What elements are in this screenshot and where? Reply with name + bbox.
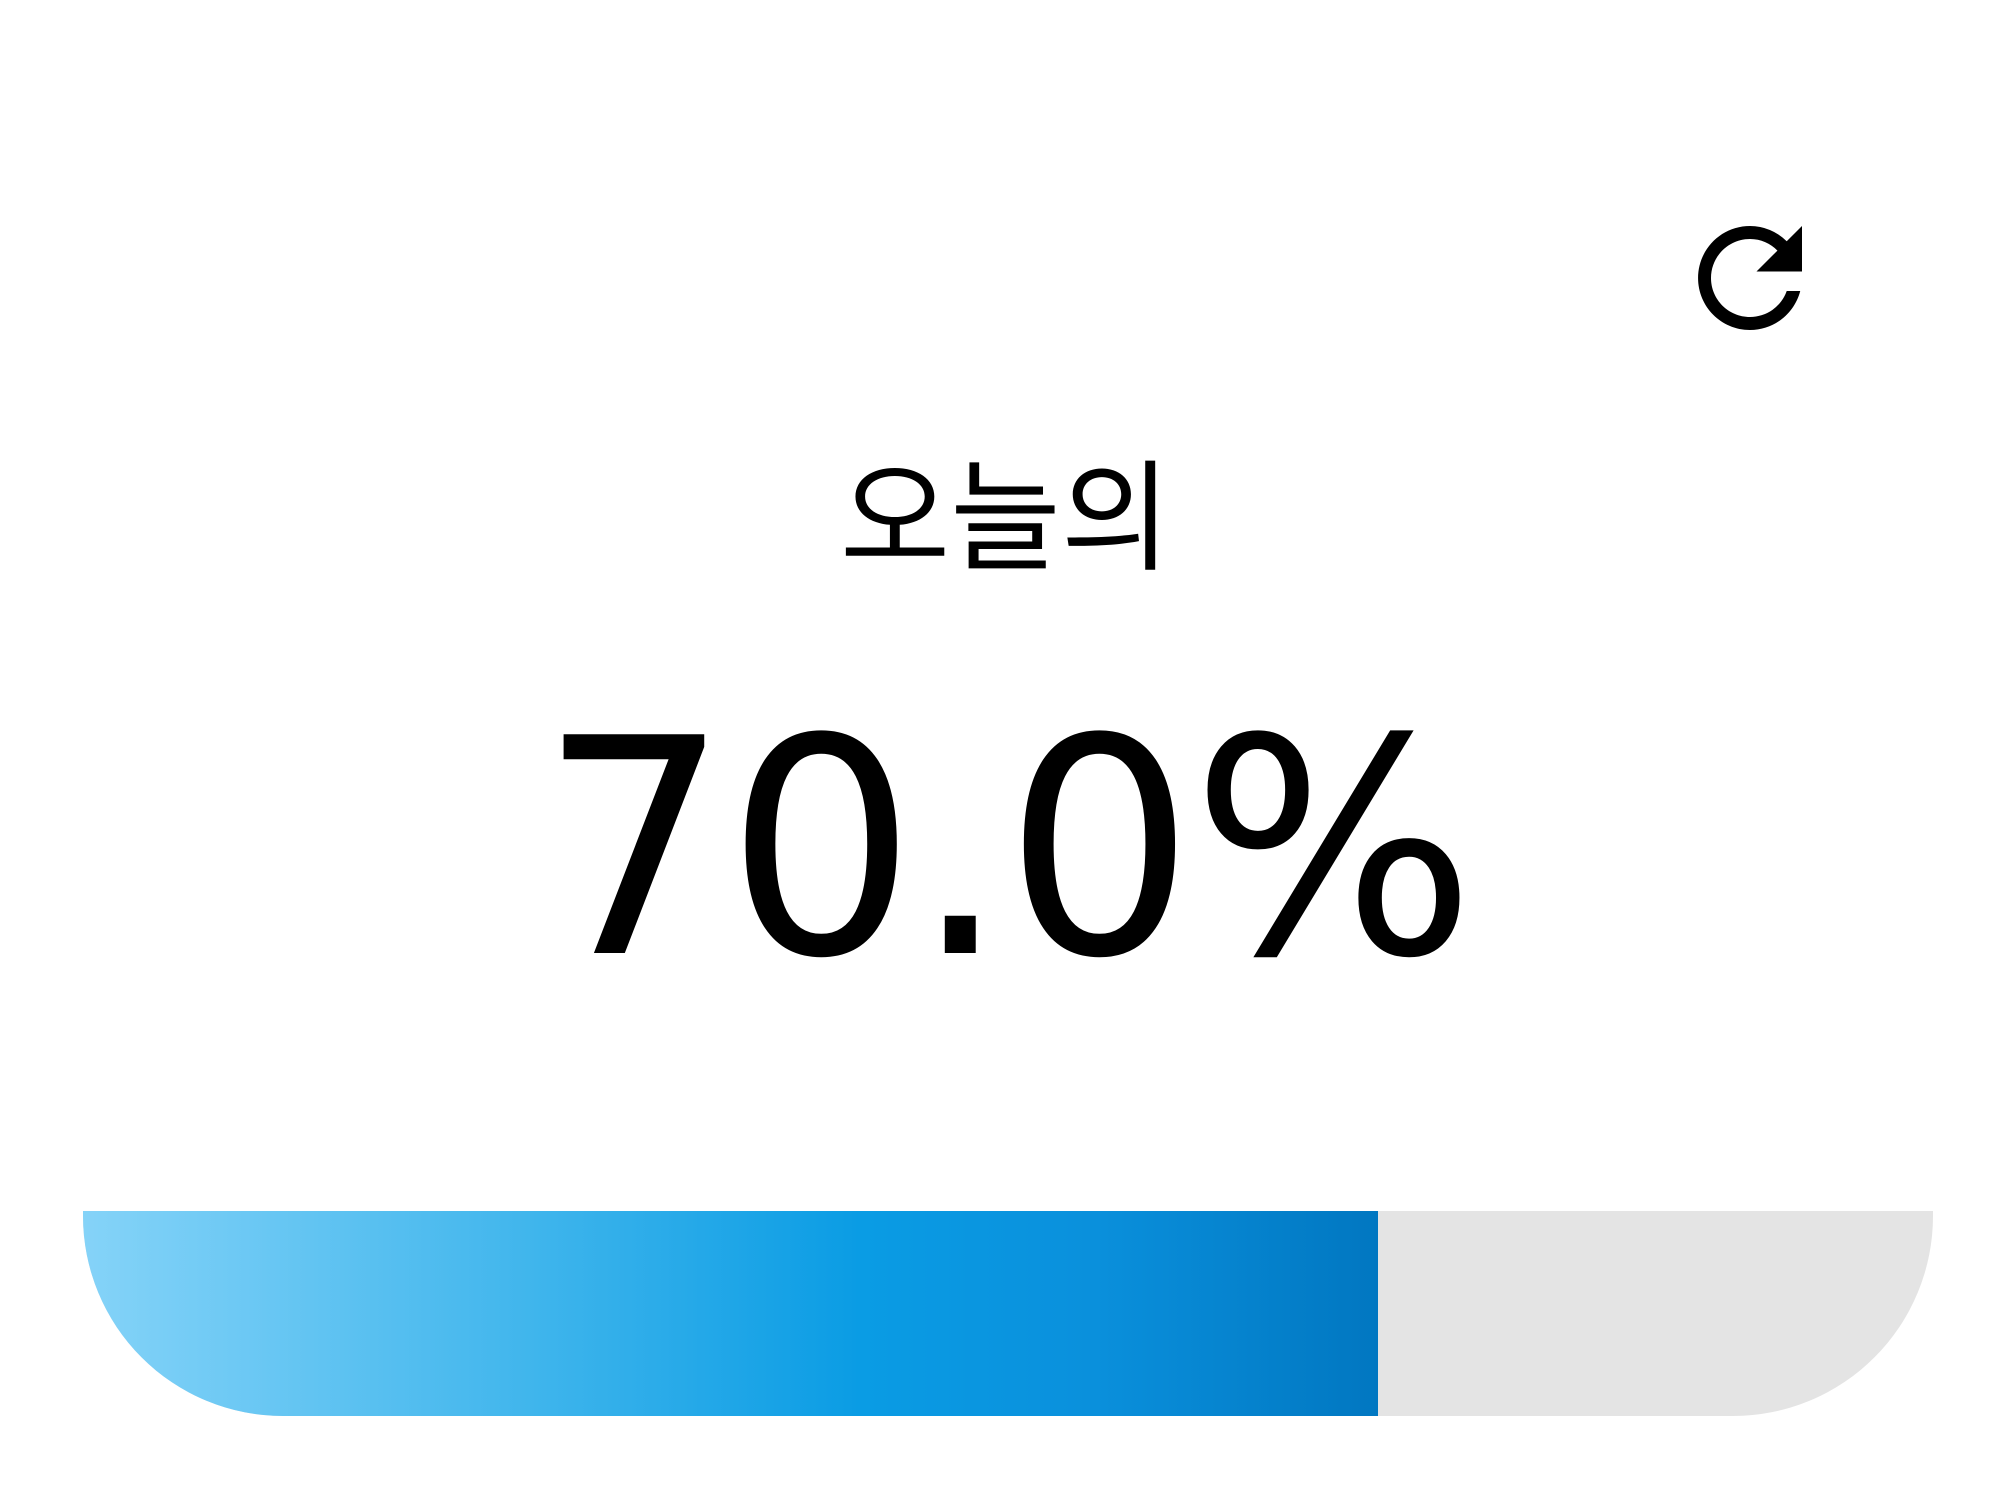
progress-fill <box>83 1211 1378 1416</box>
progress-card <box>83 105 1933 1415</box>
percentage-value: 70.0% <box>538 675 1476 1024</box>
widget-title: 오늘의 <box>839 450 1172 589</box>
refresh-icon <box>1672 200 1828 356</box>
progress-bar <box>83 1211 1933 1416</box>
refresh-button[interactable] <box>1672 200 1828 356</box>
